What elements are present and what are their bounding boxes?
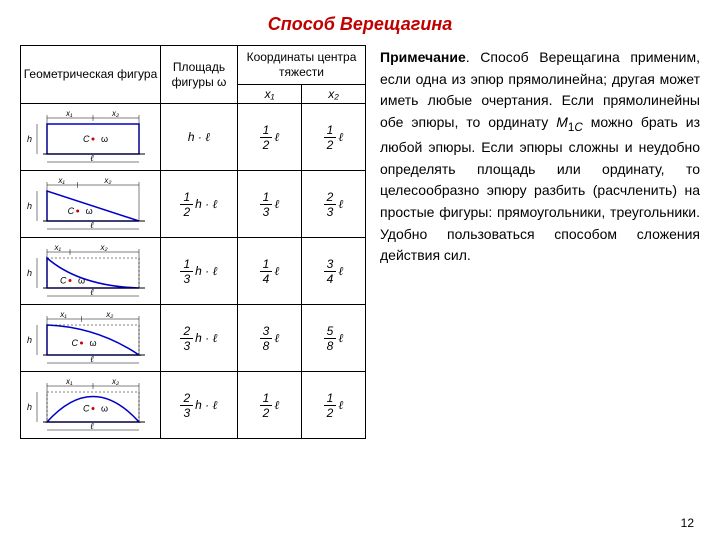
svg-text:x₂: x₂ [111, 377, 119, 386]
header-x1: x₁ [238, 85, 302, 104]
svg-text:h: h [27, 335, 32, 345]
x2-formula: 12ℓ [302, 104, 366, 171]
x1-formula: 13ℓ [238, 171, 302, 238]
svg-text:ω: ω [78, 276, 85, 286]
x2-formula: 12ℓ [302, 372, 366, 439]
svg-text:x₁: x₁ [65, 377, 73, 386]
area-formula: h · ℓ [161, 104, 238, 171]
shape-diagram: Cωx₁x₂hℓ [21, 238, 161, 305]
svg-text:x₁: x₁ [57, 176, 65, 185]
page-number: 12 [681, 516, 694, 530]
svg-text:ω: ω [101, 404, 108, 414]
header-x2: x₂ [302, 85, 366, 104]
svg-text:h: h [27, 201, 32, 211]
svg-text:h: h [27, 268, 32, 278]
shape-diagram: Cωx₁x₂hℓ [21, 104, 161, 171]
svg-text:C: C [83, 404, 90, 414]
x1-formula: 12ℓ [238, 372, 302, 439]
svg-text:x₂: x₂ [103, 176, 111, 185]
header-area: Площадь фигуры ω [161, 46, 238, 104]
table-row: Cωx₁x₂hℓ 13h · ℓ 14ℓ 34ℓ [21, 238, 366, 305]
x2-formula: 23ℓ [302, 171, 366, 238]
svg-text:x₂: x₂ [100, 243, 108, 252]
x1-formula: 38ℓ [238, 305, 302, 372]
table-row: Cωx₁x₂hℓ 23h · ℓ 38ℓ 58ℓ [21, 305, 366, 372]
area-formula: 12h · ℓ [161, 171, 238, 238]
svg-text:x₁: x₁ [59, 310, 67, 319]
x2-formula: 58ℓ [302, 305, 366, 372]
table-row: Cωx₁x₂hℓ h · ℓ 12ℓ 12ℓ [21, 104, 366, 171]
svg-text:x₂: x₂ [111, 109, 119, 118]
svg-text:x₁: x₁ [54, 243, 62, 252]
content-layout: Геометрическая фигура Площадь фигуры ω К… [20, 45, 700, 439]
svg-text:C: C [83, 134, 90, 144]
note-text: Примечание. Способ Вереща­гина применим,… [380, 45, 700, 439]
area-formula: 23h · ℓ [161, 305, 238, 372]
svg-text:ω: ω [90, 338, 97, 348]
formula-table: Геометрическая фигура Площадь фигуры ω К… [20, 45, 366, 439]
svg-text:C: C [72, 338, 79, 348]
svg-text:x₁: x₁ [65, 109, 73, 118]
svg-text:x₂: x₂ [105, 310, 113, 319]
svg-text:h: h [27, 134, 32, 144]
shape-diagram: Cωx₁x₂hℓ [21, 171, 161, 238]
svg-text:ω: ω [101, 134, 108, 144]
svg-text:C: C [60, 276, 67, 286]
x2-formula: 34ℓ [302, 238, 366, 305]
header-coords: Координаты центра тяжести [238, 46, 366, 85]
area-formula: 13h · ℓ [161, 238, 238, 305]
shape-diagram: Cωx₁x₂hℓ [21, 305, 161, 372]
svg-text:ω: ω [86, 206, 93, 216]
area-formula: 23h · ℓ [161, 372, 238, 439]
page-title: Способ Верещагина [20, 14, 700, 35]
svg-text:C: C [68, 206, 75, 216]
x1-formula: 14ℓ [238, 238, 302, 305]
shape-diagram: Cωx₁x₂hℓ [21, 372, 161, 439]
table-row: Cωx₁x₂hℓ 23h · ℓ 12ℓ 12ℓ [21, 372, 366, 439]
table-row: Cωx₁x₂hℓ 12h · ℓ 13ℓ 23ℓ [21, 171, 366, 238]
svg-text:h: h [27, 402, 32, 412]
x1-formula: 12ℓ [238, 104, 302, 171]
header-figure: Геометрическая фигура [21, 46, 161, 104]
